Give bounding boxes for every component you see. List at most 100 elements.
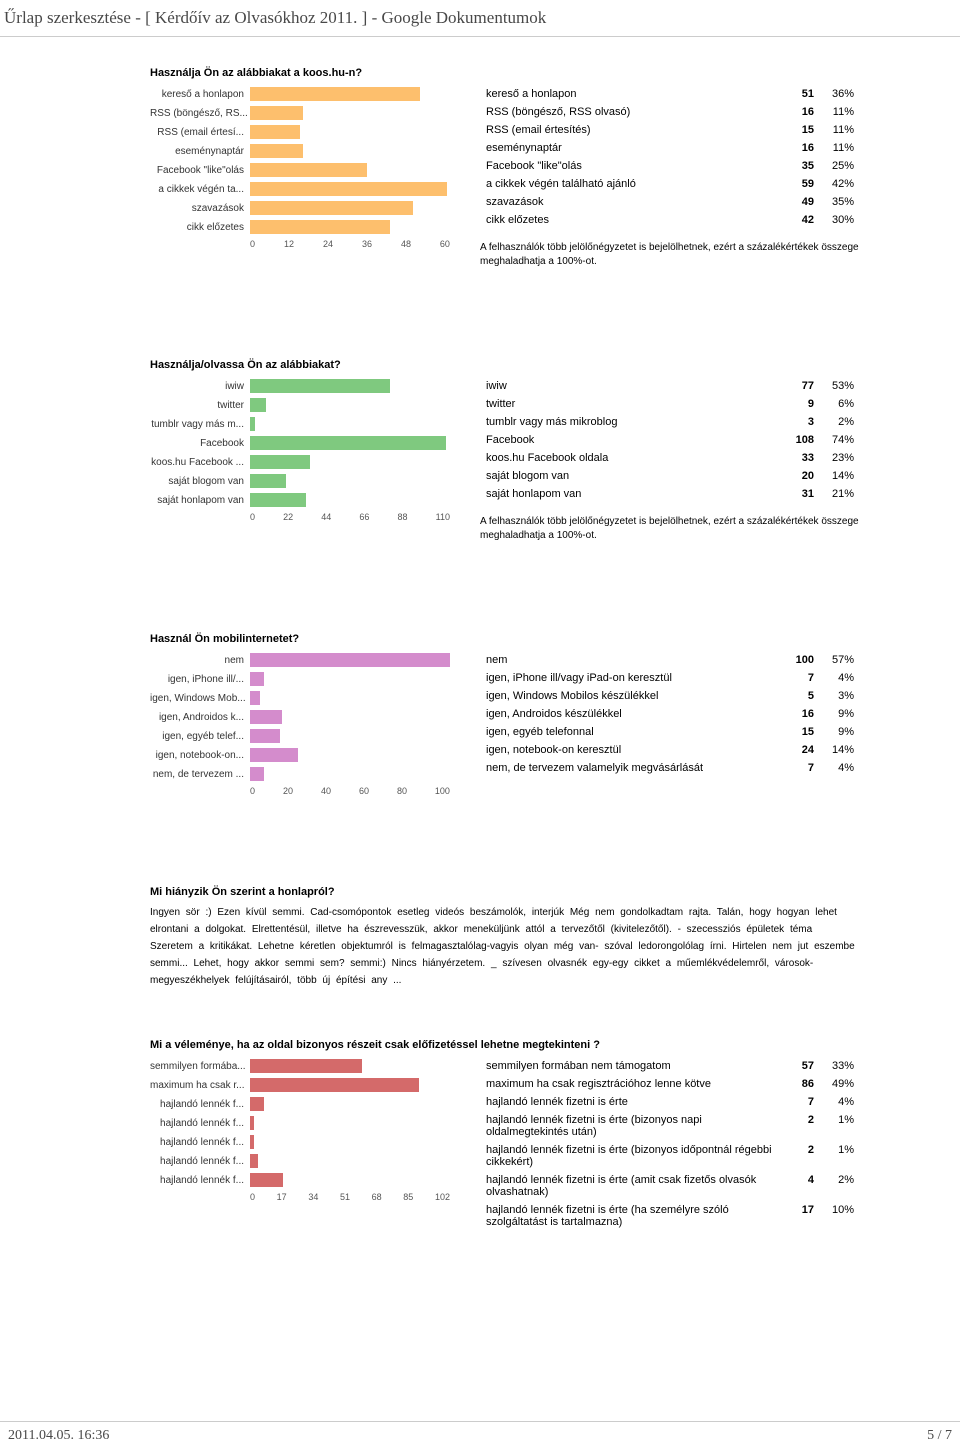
bar-fill — [250, 1154, 258, 1168]
row-pct: 1% — [820, 1141, 860, 1171]
bar-row: igen, Androidos k... — [150, 708, 450, 726]
row-pct: 4% — [820, 1093, 860, 1111]
bar-fill — [250, 201, 413, 215]
table-row: nem10057% — [480, 651, 860, 669]
bar-row: igen, egyéb telef... — [150, 727, 450, 745]
axis-tick: 0 — [250, 239, 255, 249]
question-3: Használ Ön mobilinternetet? nemigen, iPh… — [150, 633, 860, 796]
row-pct: 2% — [820, 413, 860, 431]
bar-row: hajlandó lennék f... — [150, 1095, 450, 1113]
row-count: 20 — [780, 467, 820, 485]
row-label: Facebook "like"olás — [480, 157, 780, 175]
bar-fill — [250, 144, 303, 158]
row-count: 108 — [780, 431, 820, 449]
table-row: a cikkek végén található ajánló5942% — [480, 175, 860, 193]
question-1: Használja Ön az alábbiakat a koos.hu-n? … — [150, 67, 860, 269]
bar-label: igen, Windows Mob... — [150, 693, 250, 704]
axis-tick: 66 — [359, 512, 369, 522]
table-row: maximum ha csak regisztrációhoz lenne kö… — [480, 1075, 860, 1093]
row-pct: 3% — [820, 687, 860, 705]
chart-axis: 022446688110 — [250, 510, 450, 522]
bar-fill — [250, 1135, 254, 1149]
bar-row: nem, de tervezem ... — [150, 765, 450, 783]
bar-label: nem, de tervezem ... — [150, 769, 250, 780]
row-pct: 21% — [820, 485, 860, 503]
bar-label: saját blogom van — [150, 476, 250, 487]
row-label: RSS (böngésző, RSS olvasó) — [480, 103, 780, 121]
bar-fill — [250, 474, 286, 488]
table-row: szavazások4935% — [480, 193, 860, 211]
axis-tick: 34 — [308, 1192, 318, 1202]
row-pct: 6% — [820, 395, 860, 413]
row-label: saját honlapom van — [480, 485, 780, 503]
bar-fill — [250, 125, 300, 139]
row-label: igen, notebook-on keresztül — [480, 741, 780, 759]
row-label: kereső a honlapon — [480, 85, 780, 103]
row-pct: 23% — [820, 449, 860, 467]
table-row: igen, iPhone ill/vagy iPad-on keresztül7… — [480, 669, 860, 687]
q5-title: Mi a véleménye, ha az oldal bizonyos rés… — [150, 1039, 860, 1051]
bar-row: hajlandó lennék f... — [150, 1133, 450, 1151]
row-label: szavazások — [480, 193, 780, 211]
bar-fill — [250, 455, 310, 469]
bar-label: igen, iPhone ill/... — [150, 674, 250, 685]
table-row: hajlandó lennék fizetni is érte74% — [480, 1093, 860, 1111]
row-count: 100 — [780, 651, 820, 669]
row-pct: 36% — [820, 85, 860, 103]
row-label: saját blogom van — [480, 467, 780, 485]
table-row: koos.hu Facebook oldala3323% — [480, 449, 860, 467]
q5-data: semmilyen formában nem támogatom5733%max… — [480, 1057, 860, 1231]
row-label: nem — [480, 651, 780, 669]
q3-data: nem10057%igen, iPhone ill/vagy iPad-on k… — [480, 651, 860, 777]
table-row: hajlandó lennék fizetni is érte (bizonyo… — [480, 1111, 860, 1141]
q2-title: Használja/olvassa Ön az alábbiakat? — [150, 359, 860, 371]
bar-label: cikk előzetes — [150, 222, 250, 233]
row-label: cikk előzetes — [480, 211, 780, 229]
q3-title: Használ Ön mobilinternetet? — [150, 633, 860, 645]
row-count: 42 — [780, 211, 820, 229]
bar-label: koos.hu Facebook ... — [150, 457, 250, 468]
row-label: igen, egyéb telefonnal — [480, 723, 780, 741]
bar-fill — [250, 182, 447, 196]
row-count: 86 — [780, 1075, 820, 1093]
bar-fill — [250, 729, 280, 743]
row-pct: 57% — [820, 651, 860, 669]
row-pct: 10% — [820, 1201, 860, 1231]
bar-label: RSS (böngésző, RS... — [150, 108, 250, 119]
bar-label: hajlandó lennék f... — [150, 1137, 250, 1148]
bar-row: igen, notebook-on... — [150, 746, 450, 764]
table-row: Facebook "like"olás3525% — [480, 157, 860, 175]
axis-tick: 85 — [403, 1192, 413, 1202]
table-row: iwiw7753% — [480, 377, 860, 395]
row-count: 15 — [780, 723, 820, 741]
page-title: Űrlap szerkesztése - [ Kérdőív az Olvasó… — [0, 0, 960, 37]
row-pct: 53% — [820, 377, 860, 395]
bar-label: hajlandó lennék f... — [150, 1099, 250, 1110]
bar-fill — [250, 767, 264, 781]
row-label: nem, de tervezem valamelyik megvásárlásá… — [480, 759, 780, 777]
row-label: hajlandó lennék fizetni is érte (amit cs… — [480, 1171, 780, 1201]
bar-fill — [250, 398, 266, 412]
q5-table: semmilyen formában nem támogatom5733%max… — [480, 1057, 860, 1231]
row-label: twitter — [480, 395, 780, 413]
row-count: 35 — [780, 157, 820, 175]
bar-fill — [250, 1173, 283, 1187]
row-count: 31 — [780, 485, 820, 503]
q5-chart: semmilyen formába...maximum ha csak r...… — [150, 1057, 450, 1202]
row-count: 59 — [780, 175, 820, 193]
bar-label: szavazások — [150, 203, 250, 214]
axis-tick: 0 — [250, 512, 255, 522]
bar-row: hajlandó lennék f... — [150, 1171, 450, 1189]
chart-axis: 01224364860 — [250, 237, 450, 249]
bar-fill — [250, 379, 390, 393]
bar-fill — [250, 417, 255, 431]
q2-note: A felhasználók több jelölőnégyzetet is b… — [480, 515, 860, 543]
axis-tick: 24 — [323, 239, 333, 249]
table-row: RSS (böngésző, RSS olvasó)1611% — [480, 103, 860, 121]
row-pct: 9% — [820, 723, 860, 741]
bar-fill — [250, 436, 446, 450]
bar-row: a cikkek végén ta... — [150, 180, 450, 198]
row-pct: 11% — [820, 121, 860, 139]
q1-title: Használja Ön az alábbiakat a koos.hu-n? — [150, 67, 860, 79]
table-row: kereső a honlapon5136% — [480, 85, 860, 103]
